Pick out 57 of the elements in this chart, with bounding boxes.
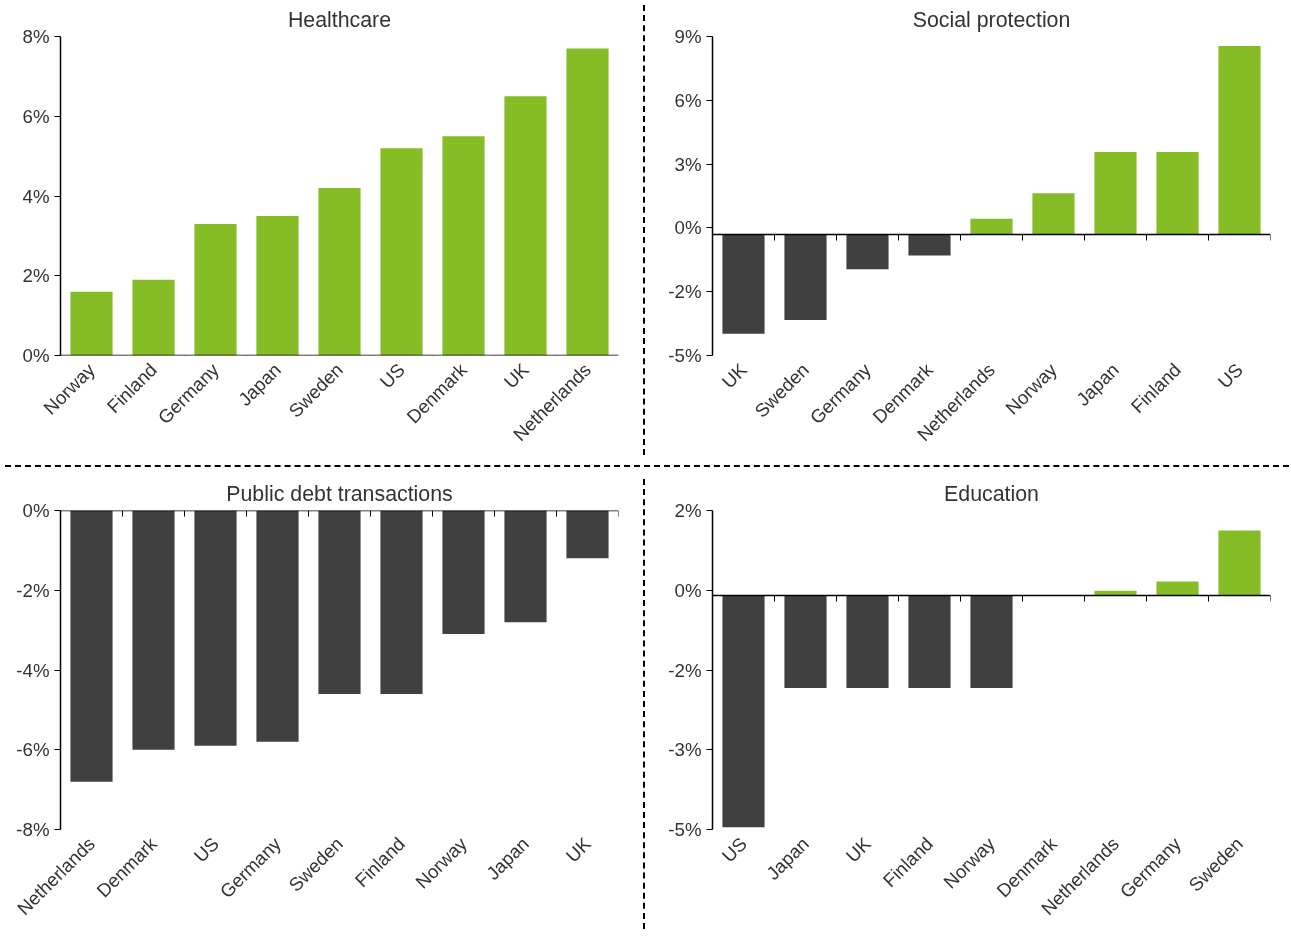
y-tick-label: 0% [22,345,50,366]
chart-title: Healthcare [287,7,392,32]
bar [132,279,175,356]
y-tick-label: -5% [668,819,702,840]
bar [194,223,237,356]
y-tick-label: 2% [674,500,702,521]
x-tick-label: US [375,359,409,393]
y-tick-label: 0% [674,217,702,239]
bar [504,96,547,356]
bar [1218,530,1261,596]
x-tick-label: UK [561,832,596,867]
y-tick-label: 0% [22,500,50,521]
x-tick-label: US [1213,359,1247,393]
y-tick-label: -3% [668,739,702,761]
bar [970,595,1013,689]
y-tick-label: 0% [674,579,702,601]
y-tick-label: -5% [668,345,702,366]
chart-title: Education [944,481,1039,506]
bar [722,234,765,334]
bar [970,218,1013,235]
x-tick-label: US [717,833,751,867]
y-tick-label: 4% [22,185,50,207]
y-tick-label: 9% [674,26,702,47]
y-tick-label: -4% [16,659,50,681]
chart-title: Public debt transactions [226,481,453,506]
y-tick-label: 2% [22,265,50,287]
bar [1032,193,1075,235]
y-tick-label: -2% [668,281,702,303]
bar [722,595,765,828]
bar [442,136,485,356]
bar [380,148,423,356]
bar [784,595,827,689]
y-tick-label: 6% [674,89,702,111]
x-tick-label: US [189,833,223,867]
bar [1156,151,1199,235]
bar [256,215,299,356]
y-tick-label: 8% [22,26,50,47]
bar [70,291,113,356]
bar [784,234,827,321]
bar [846,595,889,689]
y-tick-label: -2% [668,659,702,681]
bar [1156,581,1199,596]
bar [908,234,951,256]
bar [318,188,361,356]
chart-title: Social protection [912,7,1071,32]
bar [908,595,951,689]
x-tick-label: UK [841,832,876,867]
x-tick-label: UK [717,358,752,393]
bar [566,48,609,356]
y-tick-label: -6% [16,739,50,761]
y-tick-label: -2% [16,579,50,601]
y-tick-label: -8% [16,819,50,840]
bar [846,234,889,270]
bar [1094,151,1137,235]
y-tick-label: 6% [22,105,50,127]
y-tick-label: 3% [674,153,702,175]
bar [1218,45,1261,235]
